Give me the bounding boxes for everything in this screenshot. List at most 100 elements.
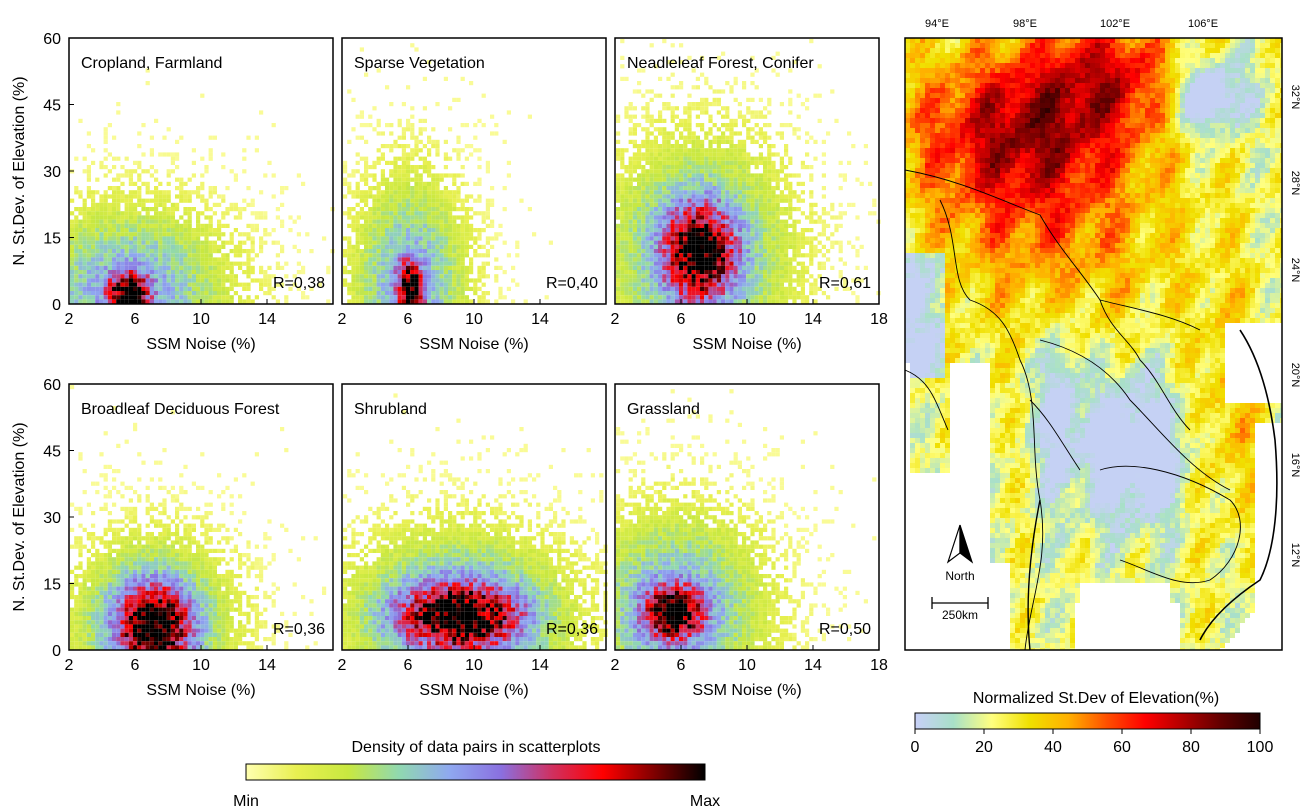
- x-tick-label: 6: [131, 311, 140, 328]
- density-colorbar: Density of data pairs in scatterplots Mi…: [233, 739, 720, 810]
- x-tick-label: 2: [338, 311, 347, 328]
- x-axis-label: SSM Noise (%): [692, 336, 801, 353]
- scatter-panel-bottom-left: 2 6 10 14 0 15 30 45 60 SSM Noise (%) N. St.Dev. o…: [11, 377, 334, 699]
- north-arrow: North: [945, 524, 975, 583]
- longitude-label: 106°E: [1188, 18, 1218, 30]
- x-tick-label: 14: [804, 657, 822, 674]
- x-tick-label: 14: [258, 311, 276, 328]
- x-tick-label: 14: [531, 311, 549, 328]
- x-tick-label: 10: [465, 311, 483, 328]
- panel-title: Broadleaf Deciduous Forest: [81, 401, 280, 418]
- north-label: North: [945, 569, 974, 583]
- y-tick-label: 45: [43, 98, 61, 115]
- x-tick-label: 10: [192, 311, 210, 328]
- correlation-label: R=0,36: [273, 621, 325, 638]
- x-axis-label: SSM Noise (%): [692, 682, 801, 699]
- scatter-panel-bottom-right: 2 6 10 14 18 SSM Noise (%) Grassland R=0,50: [611, 383, 888, 699]
- longitude-label: 98°E: [1013, 18, 1037, 30]
- elevation-tick-label: 80: [1182, 739, 1200, 756]
- longitude-labels: 94°E 98°E 102°E 106°E: [925, 18, 1218, 30]
- x-tick-label: 10: [738, 311, 756, 328]
- elevation-tick-label: 100: [1247, 739, 1274, 756]
- density-cells: [616, 39, 881, 304]
- elevation-tick-label: 60: [1113, 739, 1131, 756]
- latitude-labels: 32°N 28°N 24°N 20°N 16°N 12°N: [1289, 85, 1301, 568]
- y-tick-label: 60: [43, 31, 61, 48]
- density-cells: [70, 68, 335, 304]
- correlation-label: R=0,61: [819, 275, 871, 292]
- x-tick-label: 14: [531, 657, 549, 674]
- scale-label: 250km: [942, 608, 978, 622]
- elevation-tick-label: 20: [975, 739, 993, 756]
- x-tick-label: 2: [338, 657, 347, 674]
- scatter-panel-top-left: 2 6 10 14 0 15 30 45 60 SSM Noise (%) N. St.Dev. o…: [11, 31, 335, 353]
- elevation-colorbar-ticks: 0 20 40 60 80 100: [911, 729, 1274, 756]
- x-tick-label: 14: [804, 311, 822, 328]
- panel-title: Neadleleaf Forest, Conifer: [627, 55, 814, 72]
- correlation-label: R=0,38: [273, 275, 325, 292]
- correlation-label: R=0,50: [819, 621, 871, 638]
- density-colorbar-min: Min: [233, 793, 259, 810]
- y-tick-label: 30: [43, 164, 61, 181]
- panel-title: Sparse Vegetation: [354, 55, 485, 72]
- y-tick-label: 15: [43, 577, 61, 594]
- latitude-label: 12°N: [1289, 543, 1301, 568]
- y-axis-label: N. St.Dev. of Elevation (%): [11, 422, 28, 611]
- x-tick-label: 6: [404, 311, 413, 328]
- x-tick-label: 18: [870, 311, 888, 328]
- density-cells: [70, 385, 327, 650]
- elevation-colorbar-bar: [914, 712, 1261, 730]
- x-axis-label: SSM Noise (%): [419, 682, 528, 699]
- density-cells: [343, 43, 553, 304]
- latitude-label: 32°N: [1289, 85, 1301, 110]
- elevation-colorbar-title: Normalized St.Dev of Elevation(%): [973, 690, 1219, 707]
- x-tick-label: 6: [131, 657, 140, 674]
- panel-title: Grassland: [627, 401, 700, 418]
- x-tick-label: 10: [465, 657, 483, 674]
- north-arrow-icon: [946, 524, 961, 564]
- y-tick-label: 0: [52, 643, 61, 660]
- x-axis-label: SSM Noise (%): [146, 682, 255, 699]
- latitude-label: 16°N: [1289, 453, 1301, 478]
- longitude-label: 94°E: [925, 18, 949, 30]
- y-tick-label: 0: [52, 297, 61, 314]
- x-tick-label: 2: [611, 657, 620, 674]
- elevation-colorbar: Normalized St.Dev of Elevation(%) 0 20 40 6…: [911, 690, 1274, 756]
- x-tick-label: 10: [738, 657, 756, 674]
- elevation-tick-label: 0: [911, 739, 920, 756]
- panel-title: Cropland, Farmland: [81, 55, 222, 72]
- x-tick-label: 14: [258, 657, 276, 674]
- density-colorbar-max: Max: [690, 793, 720, 810]
- density-colorbar-bar: [245, 763, 706, 781]
- correlation-label: R=0,36: [546, 621, 598, 638]
- latitude-label: 28°N: [1289, 171, 1301, 196]
- x-tick-label: 18: [870, 657, 888, 674]
- x-axis-label: SSM Noise (%): [146, 336, 255, 353]
- longitude-label: 102°E: [1100, 18, 1130, 30]
- correlation-label: R=0,40: [546, 275, 598, 292]
- elevation-tick-label: 40: [1044, 739, 1062, 756]
- scatter-panel-top-right: 2 6 10 14 18 SSM Noise (%) Neadleleaf Forest, …: [611, 37, 888, 353]
- y-tick-label: 60: [43, 377, 61, 394]
- y-axis-label: N. St.Dev. of Elevation (%): [11, 76, 28, 265]
- x-tick-label: 2: [65, 657, 74, 674]
- elevation-map: 94°E 98°E 102°E 106°E 32°N 28°N 24°N 20°N 16°N 1…: [904, 18, 1301, 651]
- x-tick-label: 6: [677, 311, 686, 328]
- map-borders: [905, 169, 1278, 650]
- y-tick-label: 30: [43, 510, 61, 527]
- density-cells: [343, 393, 608, 650]
- x-tick-label: 2: [611, 311, 620, 328]
- latitude-label: 20°N: [1289, 363, 1301, 388]
- x-tick-label: 10: [192, 657, 210, 674]
- x-tick-label: 6: [404, 657, 413, 674]
- density-cells: [616, 389, 877, 650]
- map-frame: [904, 37, 1283, 651]
- x-axis-label: SSM Noise (%): [419, 336, 528, 353]
- density-colorbar-title: Density of data pairs in scatterplots: [351, 739, 600, 756]
- x-tick-label: 6: [677, 657, 686, 674]
- y-tick-label: 45: [43, 444, 61, 461]
